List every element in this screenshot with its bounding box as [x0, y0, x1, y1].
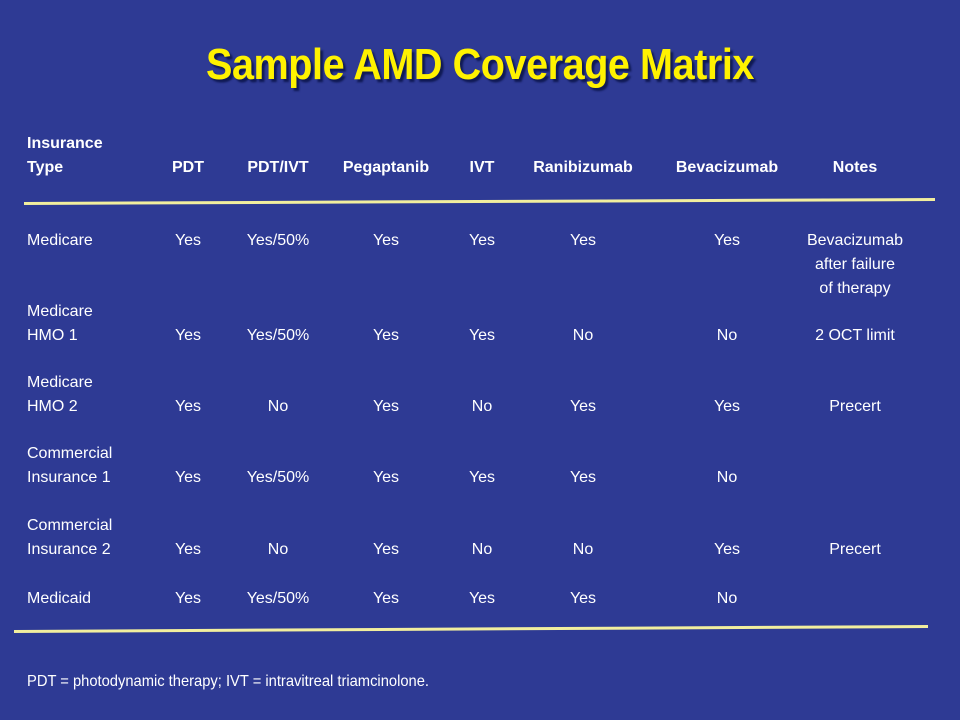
row-2-bevacizumab: No: [716, 327, 738, 344]
header-ranibizumab: Ranibizumab: [533, 159, 633, 176]
row-5-pegaptanib: Yes: [372, 541, 400, 558]
row-4-bevacizumab: No: [716, 469, 738, 486]
row-2-ranibizumab: No: [572, 327, 594, 344]
row-1-pdt-ivt: Yes/50%: [246, 232, 310, 249]
row-4-ranibizumab: Yes: [569, 469, 597, 486]
row-5-ivt: No: [471, 541, 493, 558]
footnote: PDT = photodynamic therapy; IVT = intrav…: [27, 673, 429, 690]
header-pdt-ivt: PDT/IVT: [247, 159, 309, 176]
header-type-line1: Insurance: [27, 135, 103, 152]
row-6-pdt-ivt: Yes/50%: [246, 590, 310, 607]
row-4-pegaptanib: Yes: [372, 469, 400, 486]
row-1-pegaptanib: Yes: [372, 232, 400, 249]
row-1-ivt: Yes: [468, 232, 496, 249]
row-3-pdt-ivt: No: [267, 398, 289, 415]
row-6-ranibizumab: Yes: [569, 590, 597, 607]
row-3-type-line1: Medicare: [27, 374, 93, 391]
row-6-bevacizumab: No: [716, 590, 738, 607]
row-2-pdt-ivt: Yes/50%: [246, 327, 310, 344]
header-type-line2: Type: [27, 159, 64, 176]
row-2-pdt: Yes: [174, 327, 202, 344]
row-5-bevacizumab: Yes: [713, 541, 741, 558]
row-3-bevacizumab: Yes: [713, 398, 741, 415]
row-4-pdt-ivt: Yes/50%: [246, 469, 310, 486]
row-6-ivt: Yes: [468, 590, 496, 607]
row-5-pdt-ivt: No: [267, 541, 289, 558]
top-divider-rule: [24, 198, 935, 205]
row-5-notes: Precert: [829, 541, 881, 558]
row-5-type-line2: Insurance 2: [27, 541, 111, 558]
row-1-notes-line2: after failure: [814, 256, 896, 273]
row-3-pdt: Yes: [174, 398, 202, 415]
row-1-notes-line3: of therapy: [819, 280, 891, 297]
row-3-ranibizumab: Yes: [569, 398, 597, 415]
row-1-pdt: Yes: [174, 232, 202, 249]
row-5-type-line1: Commercial: [27, 517, 113, 534]
row-1-type: Medicare: [27, 232, 93, 249]
row-6-pdt: Yes: [174, 590, 202, 607]
row-4-type-line2: Insurance 1: [27, 469, 111, 486]
row-1-bevacizumab: Yes: [713, 232, 741, 249]
row-2-notes: 2 OCT limit: [815, 327, 895, 344]
row-2-type-line1: Medicare: [27, 303, 93, 320]
row-2-pegaptanib: Yes: [372, 327, 400, 344]
header-notes: Notes: [832, 159, 878, 176]
row-4-type-line1: Commercial: [27, 445, 113, 462]
row-5-pdt: Yes: [174, 541, 202, 558]
slide-title: Sample AMD Coverage Matrix: [205, 40, 754, 89]
bottom-divider-rule: [14, 625, 928, 633]
row-3-type-line2: HMO 2: [27, 398, 78, 415]
row-3-pegaptanib: Yes: [372, 398, 400, 415]
row-4-pdt: Yes: [174, 469, 202, 486]
header-pegaptanib: Pegaptanib: [342, 159, 430, 176]
header-ivt: IVT: [469, 159, 495, 176]
header-pdt: PDT: [172, 159, 204, 176]
row-2-type-line2: HMO 1: [27, 327, 78, 344]
row-1-notes-line1: Bevacizumab: [806, 232, 904, 249]
row-1-ranibizumab: Yes: [569, 232, 597, 249]
row-2-ivt: Yes: [468, 327, 496, 344]
row-6-type: Medicaid: [27, 590, 92, 607]
row-4-ivt: Yes: [468, 469, 496, 486]
row-5-ranibizumab: No: [572, 541, 594, 558]
header-bevacizumab: Bevacizumab: [675, 159, 779, 176]
row-3-notes: Precert: [829, 398, 881, 415]
row-3-ivt: No: [471, 398, 493, 415]
row-6-pegaptanib: Yes: [372, 590, 400, 607]
